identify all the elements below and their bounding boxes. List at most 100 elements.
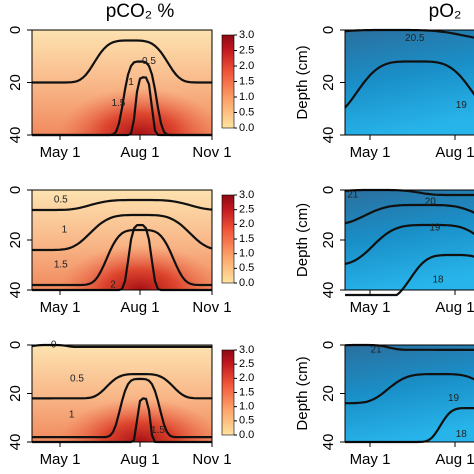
- x-tick-label: Aug 1: [120, 299, 159, 316]
- contour-label: 0.5: [142, 56, 156, 67]
- panel-title: pCO₂ %: [106, 1, 175, 22]
- contour-line: [344, 203, 474, 225]
- contour-line: [345, 373, 474, 405]
- panel: 21 20 19 18 0 20 40 May 1 Aug 1 Depth (cm): [294, 186, 474, 316]
- x-tick-label: Aug 1: [120, 144, 159, 161]
- contour-label: 20.5: [405, 33, 425, 44]
- y-tick-label: 20: [320, 232, 337, 249]
- x-tick-label: Nov 1: [192, 144, 231, 161]
- colorbar: [221, 34, 235, 129]
- colorbar-tick-label: 1.5: [239, 386, 254, 398]
- colorbar-tick-label: 2.5: [239, 204, 254, 216]
- x-tick-label: Aug 1: [435, 299, 474, 316]
- contour-line: [32, 198, 213, 212]
- colorbar-tick-label: 1.0: [239, 401, 254, 413]
- y-tick-label: 20: [7, 74, 24, 91]
- colorbar-tick-label: 0.5: [239, 106, 254, 118]
- y-tick-label: 40: [320, 434, 337, 451]
- colorbar: [221, 349, 235, 436]
- y-tick-label: 0: [7, 26, 24, 34]
- y-axis-label: Depth (cm): [294, 203, 311, 277]
- panel-title: pO₂: [429, 1, 462, 22]
- y-tick-label: 20: [7, 385, 24, 402]
- y-tick-label: 40: [320, 282, 337, 299]
- y-tick-label: 0: [7, 341, 24, 349]
- colorbar-tick-label: 3.0: [239, 29, 254, 41]
- colorbar-tick-label: 0.0: [239, 277, 254, 289]
- x-tick-label: Aug 1: [435, 451, 474, 468]
- contour-line: [32, 373, 212, 400]
- contour-label: 1.5: [151, 425, 165, 436]
- contour-label: 1: [69, 409, 75, 420]
- contour-label: 0.5: [54, 195, 68, 206]
- heatmap: [345, 345, 474, 442]
- x-tick-label: Nov 1: [192, 299, 231, 316]
- y-tick-label: 20: [7, 232, 24, 249]
- heatmap-core: [32, 345, 212, 442]
- panel: 21 19 18 0 20 40 May 1 Aug 1 Depth (cm): [294, 341, 474, 468]
- x-tick-label: May 1: [40, 451, 81, 468]
- x-tick-label: May 1: [350, 299, 391, 316]
- contour-line: [32, 228, 212, 287]
- contour-label: 19: [429, 223, 441, 234]
- colorbar-tick-label: 2.0: [239, 218, 254, 230]
- y-tick-label: 20: [320, 74, 337, 91]
- colorbar-tick-label: 3.0: [239, 189, 254, 201]
- heatmap-core: [32, 190, 212, 290]
- x-tick-label: May 1: [40, 144, 81, 161]
- contour-label: 0.5: [70, 374, 84, 385]
- contour-label: 21: [347, 190, 359, 201]
- colorbar-tick-label: 0.0: [239, 122, 254, 134]
- contour-label: 1: [128, 77, 134, 88]
- colorbar-tick-label: 0.0: [239, 429, 254, 441]
- contour-line: [344, 223, 474, 265]
- contour-label: 18: [432, 275, 444, 286]
- colorbar-tick-label: 2.5: [239, 44, 254, 56]
- y-tick-label: 0: [320, 341, 337, 349]
- contour-label: 1.5: [111, 98, 125, 109]
- y-tick-label: 0: [320, 186, 337, 194]
- y-tick-label: 20: [320, 385, 337, 402]
- contour-line: [345, 253, 474, 297]
- contour-line: [32, 377, 212, 439]
- y-tick-label: 40: [320, 127, 337, 144]
- contour-label: 19: [456, 100, 468, 111]
- colorbar-tick-label: 2.0: [239, 60, 254, 72]
- contour-label: 1: [62, 225, 68, 236]
- x-tick-label: May 1: [350, 451, 391, 468]
- colorbar: [221, 194, 235, 284]
- x-tick-label: May 1: [350, 144, 391, 161]
- x-tick-label: Nov 1: [192, 451, 231, 468]
- contour-line: [344, 60, 474, 109]
- y-axis-label: Depth (cm): [294, 45, 311, 119]
- colorbar-tick-label: 1.0: [239, 91, 254, 103]
- colorbar-tick-label: 3.0: [239, 344, 254, 356]
- colorbar-tick-label: 2.5: [239, 358, 254, 370]
- contour-label: 19: [448, 393, 460, 404]
- y-tick-label: 40: [7, 282, 24, 299]
- colorbar-tick-label: 0.5: [239, 415, 254, 427]
- y-tick-label: 40: [7, 434, 24, 451]
- y-axis-label: Depth (cm): [294, 356, 311, 430]
- y-tick-label: 40: [7, 127, 24, 144]
- heatmap: [345, 30, 474, 135]
- x-tick-label: May 1: [40, 299, 81, 316]
- colorbar-tick-label: 2.0: [239, 372, 254, 384]
- colorbar-tick-label: 1.0: [239, 248, 254, 260]
- x-tick-label: Aug 1: [435, 144, 474, 161]
- contour-line: [32, 213, 213, 252]
- contour-label: 21: [370, 344, 382, 355]
- contour-line: [32, 39, 212, 84]
- y-tick-label: 0: [7, 186, 24, 194]
- y-tick-label: 0: [320, 26, 337, 34]
- contour-label: 18: [456, 429, 468, 440]
- colorbar-tick-label: 1.5: [239, 233, 254, 245]
- x-tick-label: Aug 1: [120, 451, 159, 468]
- colorbar-tick-label: 1.5: [239, 75, 254, 87]
- contour-label: 20: [425, 197, 437, 208]
- colorbar-tick-label: 0.5: [239, 262, 254, 274]
- contour-label: 2: [110, 280, 116, 291]
